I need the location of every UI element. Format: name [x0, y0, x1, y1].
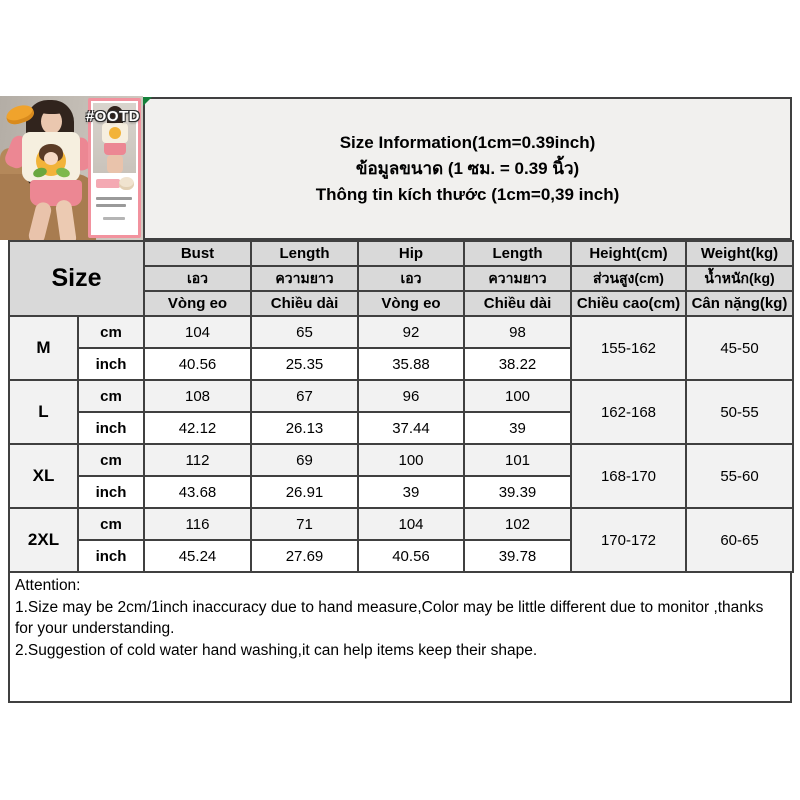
- pajama-shorts: [30, 180, 82, 206]
- value-cell: 40.56: [143, 347, 252, 381]
- height-cell: 155-162: [570, 315, 687, 381]
- col-header-hip: Hip: [357, 240, 465, 267]
- value-cell: 102: [463, 507, 572, 541]
- value-cell: 25.35: [250, 347, 359, 381]
- product-photo: #OOTD: [0, 96, 143, 240]
- value-cell: 67: [250, 379, 359, 413]
- value-cell: 43.68: [143, 475, 252, 509]
- inset-text-line: [96, 197, 132, 200]
- weight-cell: 60-65: [685, 507, 794, 573]
- height-cell: 168-170: [570, 443, 687, 509]
- value-cell: 26.13: [250, 411, 359, 445]
- inset-pajama-shorts: [104, 143, 126, 155]
- col-header-weight-vi: Cân nặng(kg): [685, 290, 794, 317]
- weight-cell: 45-50: [685, 315, 794, 381]
- size-label-xl: XL: [8, 443, 79, 509]
- inset-text-line: [103, 217, 125, 220]
- col-header-length2: Length: [463, 240, 572, 267]
- photo-inset-card: [88, 98, 141, 238]
- unit-cell-cm: cm: [77, 315, 145, 349]
- size-label-m: M: [8, 315, 79, 381]
- col-header-length2-th: ความยาว: [463, 265, 572, 292]
- cartoon-print-face: [44, 152, 58, 165]
- value-cell: 69: [250, 443, 359, 477]
- height-cell: 162-168: [570, 379, 687, 445]
- value-cell: 40.56: [357, 539, 465, 573]
- value-cell: 38.22: [463, 347, 572, 381]
- value-cell: 104: [143, 315, 252, 349]
- col-header-length-vi: Chiều dài: [250, 290, 359, 317]
- inset-model-legs: [107, 155, 123, 173]
- value-cell: 45.24: [143, 539, 252, 573]
- size-label-2xl: 2XL: [8, 507, 79, 573]
- weight-cell: 50-55: [685, 379, 794, 445]
- value-cell: 65: [250, 315, 359, 349]
- model-face: [41, 109, 62, 134]
- inset-text-line: [96, 204, 126, 207]
- inset-caption-box: [96, 179, 120, 188]
- value-cell: 39: [463, 411, 572, 445]
- attention-note: Attention: 1.Size may be 2cm/1inch inacc…: [8, 571, 792, 703]
- value-cell: 104: [357, 507, 465, 541]
- col-header-length2-vi: Chiều dài: [463, 290, 572, 317]
- size-header-cell: Size: [8, 240, 145, 317]
- unit-cell-inch: inch: [77, 539, 145, 573]
- value-cell: 116: [143, 507, 252, 541]
- size-table: Size Bust Length Hip Length Height(cm) W…: [8, 240, 794, 573]
- unit-cell-inch: inch: [77, 411, 145, 445]
- weight-cell: 55-60: [685, 443, 794, 509]
- col-header-height: Height(cm): [570, 240, 687, 267]
- value-cell: 98: [463, 315, 572, 349]
- unit-cell-cm: cm: [77, 507, 145, 541]
- value-cell: 35.88: [357, 347, 465, 381]
- title-box: Size Information(1cm=0.39inch) ข้อมูลขนา…: [143, 97, 792, 240]
- value-cell: 112: [143, 443, 252, 477]
- title-vietnamese: Thông tin kích thước (1cm=0,39 inch): [315, 184, 620, 204]
- value-cell: 100: [463, 379, 572, 413]
- unit-cell-inch: inch: [77, 347, 145, 381]
- col-header-height-vi: Chiều cao(cm): [570, 290, 687, 317]
- attention-heading: Attention:: [15, 577, 81, 594]
- inset-mini-photo: [93, 103, 136, 173]
- col-header-bust-vi: Vòng eo: [143, 290, 252, 317]
- col-header-bust-th: เอว: [143, 265, 252, 292]
- value-cell: 26.91: [250, 475, 359, 509]
- value-cell: 71: [250, 507, 359, 541]
- col-header-weight: Weight(kg): [685, 240, 794, 267]
- col-header-length: Length: [250, 240, 359, 267]
- value-cell: 100: [357, 443, 465, 477]
- unit-cell-inch: inch: [77, 475, 145, 509]
- title-thai: ข้อมูลขนาด (1 ซม. = 0.39 นิ้ว): [355, 158, 580, 178]
- ootd-hashtag: #OOTD: [85, 108, 140, 125]
- corner-marker-icon: [143, 97, 152, 106]
- col-header-length-th: ความยาว: [250, 265, 359, 292]
- inset-cartoon-print: [109, 127, 121, 139]
- value-cell: 39: [357, 475, 465, 509]
- value-cell: 39.39: [463, 475, 572, 509]
- value-cell: 101: [463, 443, 572, 477]
- unit-cell-cm: cm: [77, 443, 145, 477]
- size-label-l: L: [8, 379, 79, 445]
- value-cell: 39.78: [463, 539, 572, 573]
- value-cell: 37.44: [357, 411, 465, 445]
- attention-line-2: 2.Suggestion of cold water hand washing,…: [15, 641, 538, 659]
- value-cell: 92: [357, 315, 465, 349]
- height-cell: 170-172: [570, 507, 687, 573]
- shell-icon: [119, 177, 134, 190]
- value-cell: 108: [143, 379, 252, 413]
- col-header-bust: Bust: [143, 240, 252, 267]
- value-cell: 96: [357, 379, 465, 413]
- col-header-hip-vi: Vòng eo: [357, 290, 465, 317]
- col-header-hip-th: เอว: [357, 265, 465, 292]
- model-hair-fringe: [38, 102, 66, 114]
- value-cell: 27.69: [250, 539, 359, 573]
- title-english: Size Information(1cm=0.39inch): [339, 132, 596, 152]
- value-cell: 42.12: [143, 411, 252, 445]
- col-header-height-th: ส่วนสูง(cm): [570, 265, 687, 292]
- unit-cell-cm: cm: [77, 379, 145, 413]
- attention-line-1: 1.Size may be 2cm/1inch inaccuracy due t…: [15, 598, 764, 638]
- col-header-weight-th: น้ำหนัก(kg): [685, 265, 794, 292]
